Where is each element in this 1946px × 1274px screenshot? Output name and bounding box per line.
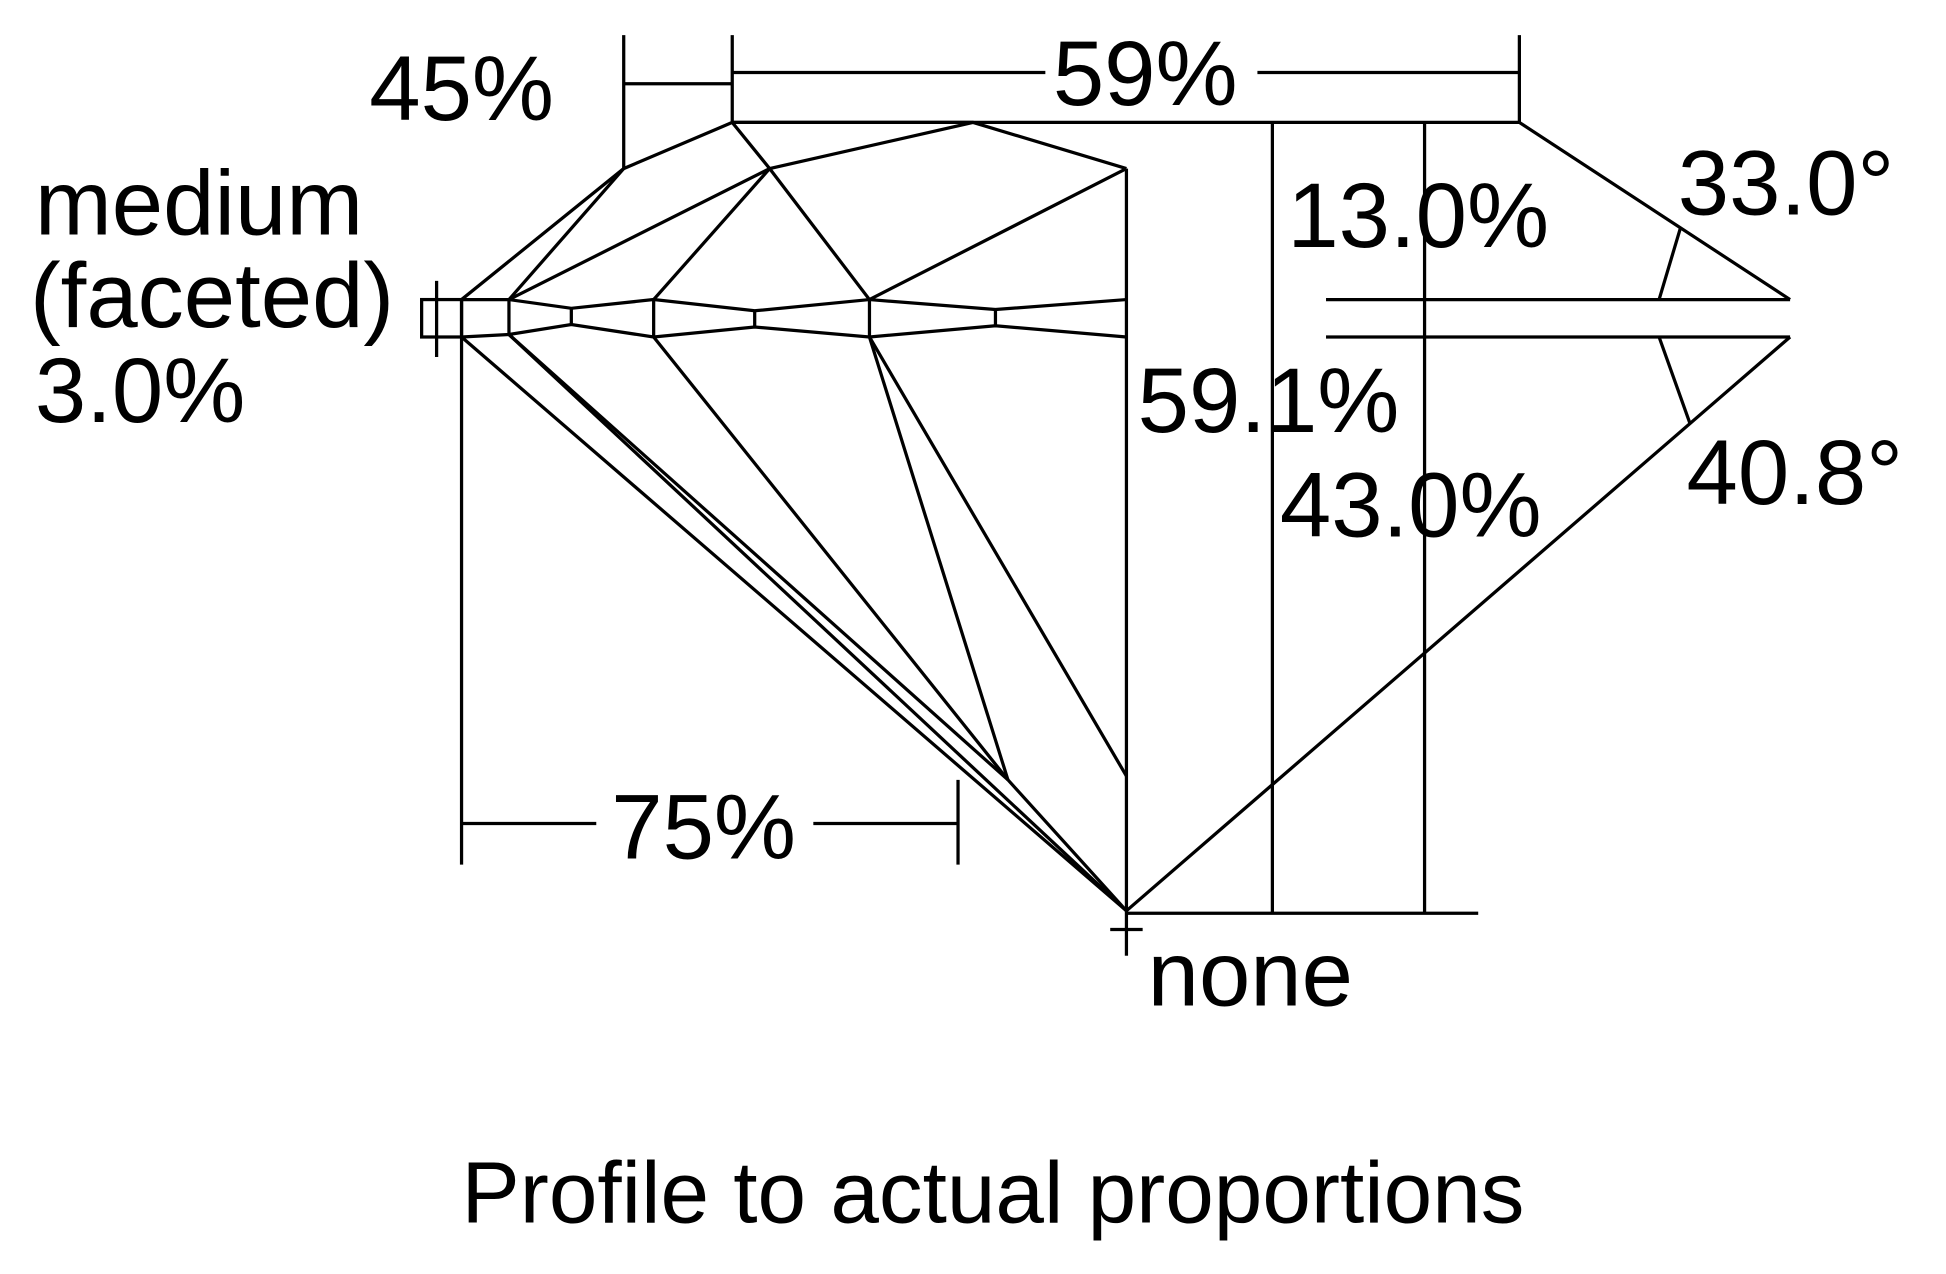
pavilion-angle-label: 40.8°	[1687, 420, 1904, 524]
lower-half-label: 75%	[611, 774, 796, 878]
total-depth-label: 59.1%	[1138, 348, 1400, 452]
diamond-outline	[459, 120, 1792, 913]
girdle-finish-label: (faceted)	[30, 243, 394, 347]
pavilion-depth-label: 43.0%	[1280, 453, 1542, 557]
dimension-lines	[420, 35, 1692, 956]
culet-label: none	[1148, 922, 1353, 1026]
girdle-thickness-label: medium	[35, 151, 363, 255]
crown-height-label: 13.0%	[1287, 163, 1549, 267]
labels: medium (faceted) 3.0% 45% 59% 13.0% 59.1…	[30, 21, 1903, 1026]
table-label: 59%	[1053, 21, 1238, 125]
caption: Profile to actual proportions	[462, 1144, 1525, 1242]
girdle-percent-label: 3.0%	[35, 338, 245, 442]
star-length-label: 45%	[369, 36, 554, 140]
crown-angle-label: 33.0°	[1678, 131, 1895, 235]
